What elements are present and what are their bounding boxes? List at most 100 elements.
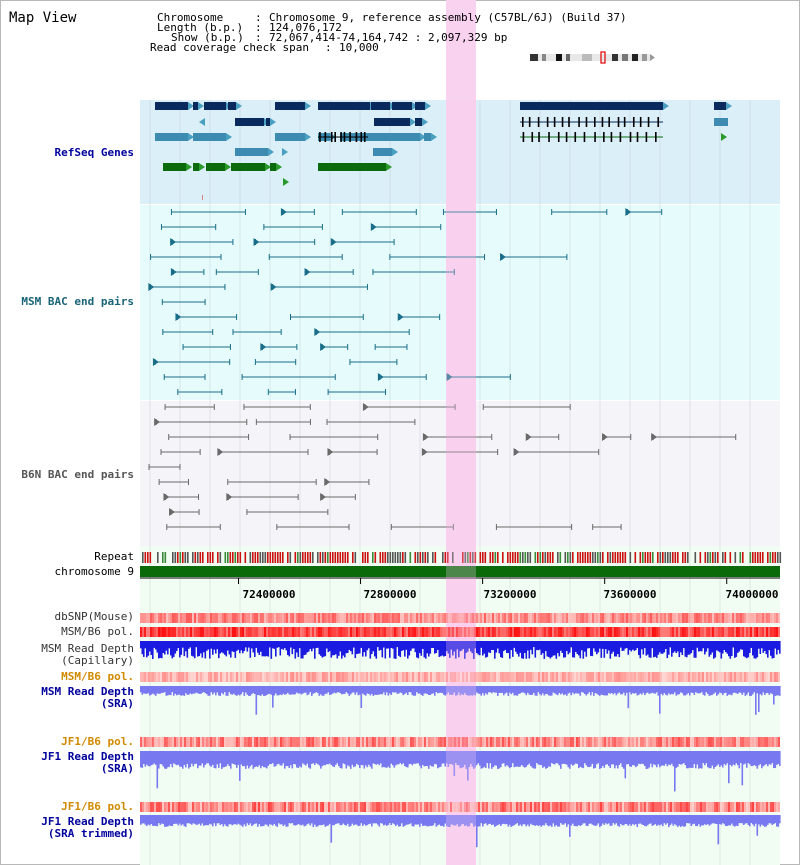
track-label-msm-depth-sra[interactable]: MSM Read Depth (SRA) [41, 686, 134, 710]
msm-depth-capillary-bar [375, 641, 378, 659]
jf1-depth-trim-bar [756, 815, 759, 836]
dbsnp-heat [696, 613, 698, 623]
msm-depth-capillary-bar [222, 641, 225, 654]
jf1-depth-trim-bar [732, 815, 735, 826]
dbsnp-heat [448, 613, 450, 623]
repeat-element [779, 552, 782, 563]
msm-depth-capillary-bar [444, 641, 447, 657]
jf1-depth-trim-bar [174, 815, 177, 824]
gene-strand-arrow [282, 148, 288, 156]
msm-depth-capillary-bar [558, 641, 561, 657]
track-label-b6n-bac[interactable]: B6N BAC end pairs [21, 468, 134, 481]
msm-depth-capillary-bar [369, 641, 372, 659]
jf1-depth-trim-bar [342, 815, 345, 824]
dbsnp-heat [686, 613, 688, 623]
axis-tick-label: 74000000 [725, 588, 779, 601]
jf1-depth-trim-bar [357, 815, 360, 827]
jf1-depth-trim-bar [600, 815, 603, 826]
jf1-depth-trim-bar [408, 815, 411, 825]
gene-strand-arrow [268, 148, 274, 156]
jf1-depth-trim-bar [663, 815, 666, 824]
jf1-depth-sra-bar [464, 751, 466, 765]
msm-b6-pol-heat [592, 627, 594, 637]
msm-b6-pol-heat [618, 627, 620, 637]
msm-b6-pol-sra-heat [366, 672, 368, 682]
jf1-b6-pol-trim-heat [482, 802, 484, 812]
track-label-dbsnp[interactable]: dbSNP(Mouse) [54, 610, 134, 623]
track-label-repeat[interactable]: Repeat [94, 550, 134, 563]
msm-depth-capillary-bar [357, 641, 360, 654]
b6n-bac-pair-end [217, 448, 224, 456]
msm-depth-sra-bar [408, 686, 411, 693]
msm-depth-capillary-bar [429, 641, 432, 654]
refseq-gene [275, 133, 305, 141]
msm-depth-sra-bar [294, 686, 297, 695]
msm-b6-pol-heat [314, 627, 316, 637]
track-label-jf1-depth-trim[interactable]: JF1 Read Depth (SRA trimmed) [41, 816, 134, 840]
msm-b6-pol-heat [460, 627, 462, 637]
jf1-depth-sra-bar [207, 751, 210, 764]
msm-depth-sra-bar [215, 686, 217, 696]
jf1-depth-sra-bar [252, 751, 255, 769]
msm-depth-sra-bar [152, 686, 154, 694]
msm-b6-pol-heat [732, 627, 734, 637]
msm-b6-pol-sra-heat [484, 672, 486, 682]
jf1-b6-pol-trim-heat [522, 802, 524, 812]
msm-depth-sra-bar [405, 686, 408, 693]
jf1-depth-sra-bar [261, 751, 264, 766]
repeat-element [722, 552, 724, 563]
repeat-element [427, 552, 429, 563]
msm-b6-pol-sra-heat [544, 672, 546, 682]
jf1-depth-trim-bar [597, 815, 600, 824]
track-label-refseq[interactable]: RefSeq Genes [54, 146, 134, 159]
jf1-depth-trim-bar [629, 815, 631, 825]
msm-b6-pol-heat [144, 627, 146, 637]
msm-depth-sra-bar [600, 686, 603, 695]
repeat-element [522, 552, 524, 563]
msm-b6-pol-heat [172, 627, 174, 637]
msm-b6-pol-heat [554, 627, 556, 637]
msm-b6-pol-heat [518, 627, 520, 637]
jf1-depth-sra-bar [149, 751, 151, 767]
track-label-jf1-b6-pol-trim[interactable]: JF1/B6 pol. [61, 800, 134, 813]
jf1-depth-trim-bar [443, 815, 445, 827]
dbsnp-heat [338, 613, 340, 623]
msm-depth-capillary-bar [528, 641, 531, 659]
jf1-depth-trim-bar [717, 815, 720, 845]
track-label-msm-b6-pol-sra[interactable]: MSM/B6 pol. [61, 670, 134, 683]
msm-depth-sra-bar [309, 686, 312, 693]
track-label-msm-depth-capillary[interactable]: MSM Read Depth (Capillary) [41, 643, 134, 667]
msm-depth-sra-bar [182, 686, 184, 696]
jf1-b6-pol-heat [728, 737, 730, 747]
msm-b6-pol-heat [262, 627, 264, 637]
jf1-depth-sra-bar [572, 751, 574, 766]
track-label-msm-b6-pol[interactable]: MSM/B6 pol. [61, 625, 134, 638]
jf1-b6-pol-heat [344, 737, 346, 747]
track-label-msm-bac[interactable]: MSM BAC end pairs [21, 295, 134, 308]
repeat-element [667, 552, 669, 563]
jf1-depth-trim-bar [728, 815, 730, 826]
repeat-element [417, 552, 419, 563]
dbsnp-heat [224, 613, 226, 623]
msm-depth-capillary-bar [372, 641, 375, 652]
msm-b6-pol-heat [310, 627, 312, 637]
msm-b6-pol-sra-heat [512, 672, 514, 682]
msm-b6-pol-sra-heat [456, 672, 458, 682]
dbsnp-heat [768, 613, 770, 623]
msm-b6-pol-sra-heat [666, 672, 668, 682]
jf1-b6-pol-trim-heat [718, 802, 720, 812]
msm-depth-sra-bar [728, 686, 730, 695]
msm-b6-pol-sra-heat [452, 672, 454, 682]
jf1-depth-trim-bar [192, 815, 195, 824]
track-label-jf1-depth-sra[interactable]: JF1 Read Depth (SRA) [41, 751, 134, 775]
jf1-depth-sra-bar [521, 751, 523, 765]
msm-depth-capillary-bar [174, 641, 177, 654]
track-label-chromosome[interactable]: chromosome 9 [54, 565, 134, 578]
track-label-jf1-b6-pol[interactable]: JF1/B6 pol. [61, 735, 134, 748]
msm-depth-sra-bar [512, 686, 514, 693]
jf1-depth-sra-bar [710, 751, 712, 769]
msm-depth-sra-bar [576, 686, 579, 694]
msm-b6-pol-heat [534, 627, 536, 637]
msm-b6-pol-heat [438, 627, 440, 637]
